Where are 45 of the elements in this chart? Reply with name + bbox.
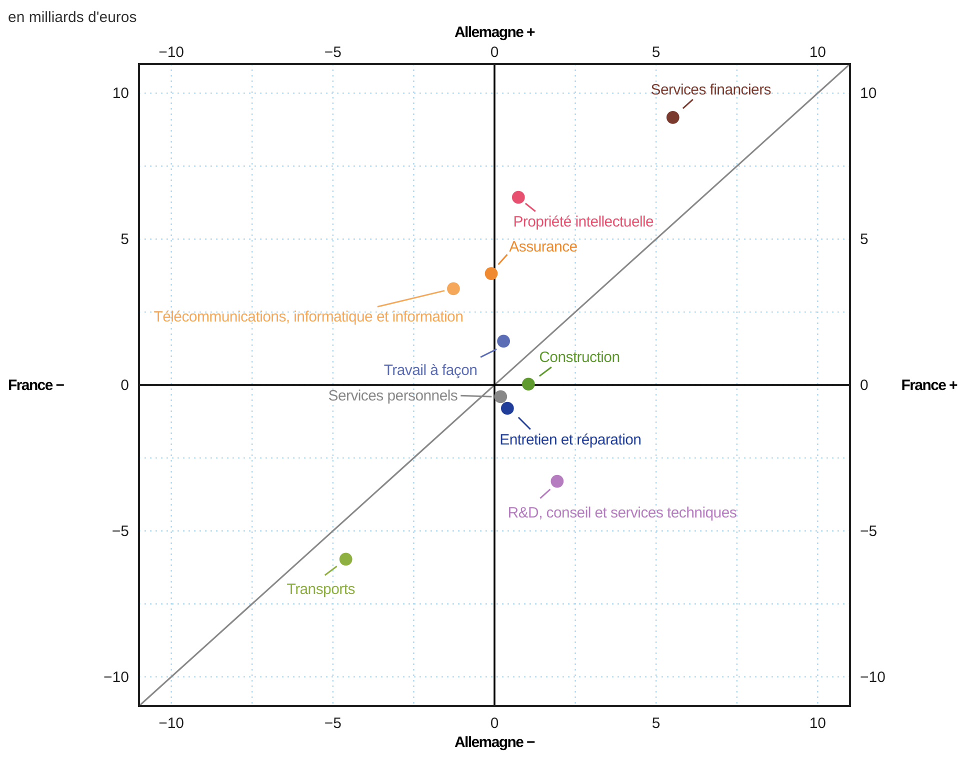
annotation: Transports <box>286 581 355 598</box>
point <box>494 390 508 404</box>
annotation: Services personnels <box>328 388 458 405</box>
y-tick-label: 0 <box>120 377 129 394</box>
annotation: Travail à façon <box>384 362 478 380</box>
y-tick-label: −10 <box>104 668 129 686</box>
x2-tick-label: −10 <box>158 715 184 732</box>
annotation: Entretien et réparation <box>500 431 642 448</box>
x-tick-label: 10 <box>809 44 826 61</box>
point <box>484 267 498 280</box>
point <box>550 474 564 488</box>
x2-tick-label: 5 <box>652 715 660 732</box>
point <box>500 402 514 415</box>
y-axis-title: France − <box>8 377 65 394</box>
x-tick-label: 5 <box>652 44 660 61</box>
x-tick-label: 0 <box>490 44 499 61</box>
point <box>339 552 352 566</box>
x2-tick-label: 10 <box>809 715 826 732</box>
y2-tick-label: 5 <box>860 231 868 248</box>
annotation: Propriété intellectuelle <box>513 213 654 230</box>
y2-tick-label: −5 <box>860 522 878 540</box>
x2-axis-title: Allemagne + <box>454 24 536 41</box>
annotation: Assurance <box>509 238 578 256</box>
y2-tick-label: 10 <box>860 85 877 102</box>
x2-tick-label: −5 <box>324 715 342 732</box>
x-tick-label: −10 <box>158 44 184 61</box>
y-tick-label: 5 <box>120 231 129 248</box>
y2-tick-label: −10 <box>860 668 886 686</box>
annotation: Construction <box>539 349 620 366</box>
annotation: Services financiers <box>650 81 771 98</box>
point <box>447 282 460 296</box>
y-tick-label: 10 <box>112 85 129 102</box>
annotation: R&D, conseil et services techniques <box>508 504 737 522</box>
annotation: Télécommunications, informatique et information <box>154 308 464 326</box>
y2-axis-title: France + <box>901 377 958 394</box>
point <box>512 190 525 204</box>
point <box>522 378 535 391</box>
point <box>497 334 510 348</box>
x-tick-label: −5 <box>324 44 342 61</box>
y2-tick-label: 0 <box>860 377 868 394</box>
chart-subtitle: en milliards d'euros <box>8 9 137 26</box>
x-axis-title: Allemagne − <box>454 734 536 751</box>
x2-tick-label: 0 <box>490 715 499 732</box>
point <box>666 110 680 124</box>
y-tick-label: −5 <box>112 522 129 540</box>
